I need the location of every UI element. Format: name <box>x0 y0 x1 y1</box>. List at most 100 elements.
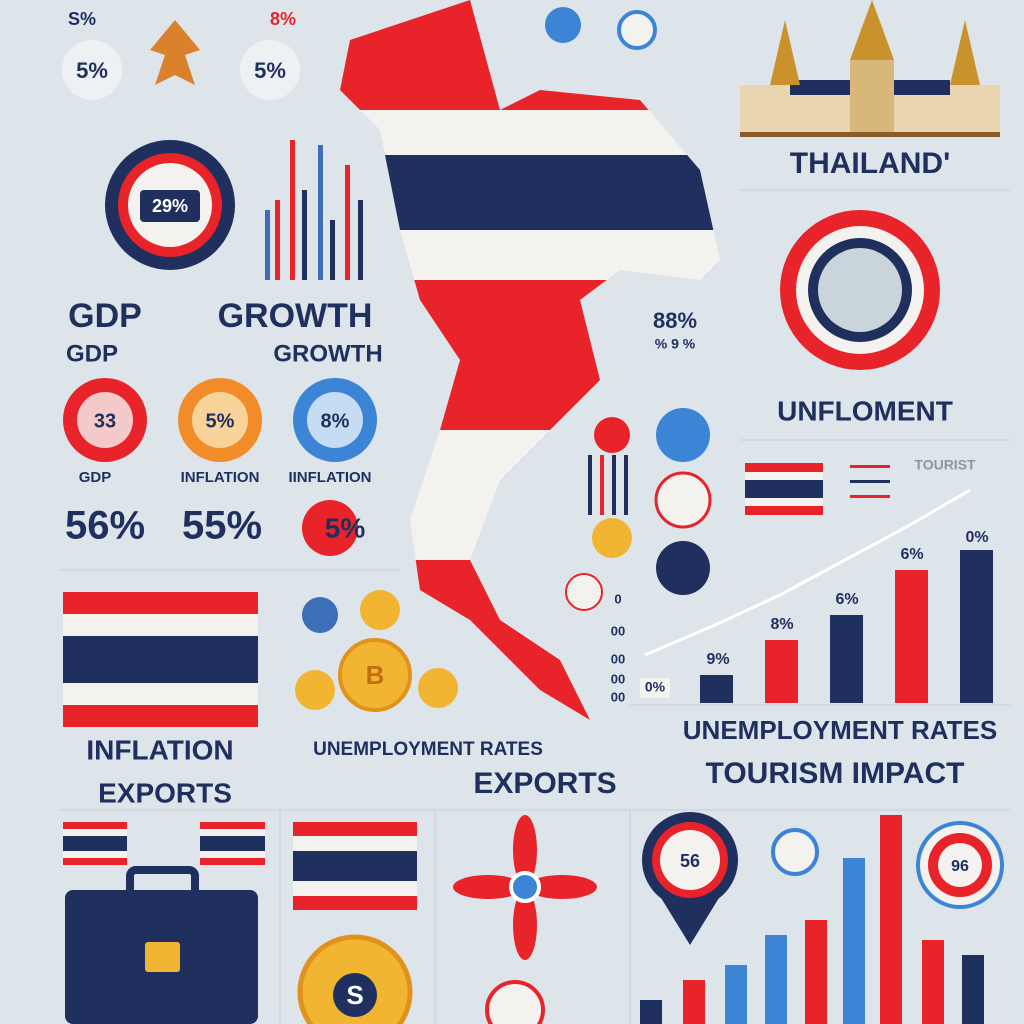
trend-chart <box>644 488 993 703</box>
coin <box>418 668 458 708</box>
flower <box>453 815 597 960</box>
indicator-big: 56% <box>65 504 145 548</box>
deco-bar <box>358 200 363 280</box>
badge-center <box>938 843 982 887</box>
coin-letter: S <box>346 980 363 1010</box>
growth-title: GROWTH <box>218 297 373 335</box>
deco-bar <box>330 220 335 280</box>
deco-bar <box>962 955 984 1024</box>
deco-bar <box>922 940 944 1024</box>
gdp-title: GDP <box>68 297 142 335</box>
trend-bar <box>765 640 798 703</box>
axis-label: 00 <box>611 671 625 686</box>
growth-subtitle: GROWTH <box>273 340 382 367</box>
axis-label: 00 <box>611 689 625 704</box>
mini-bar <box>588 455 592 515</box>
axis-label: 00 <box>611 651 625 666</box>
deco-bar <box>640 1000 662 1024</box>
briefcase <box>65 866 258 1024</box>
deco-bar <box>765 935 787 1024</box>
flower-center <box>509 871 541 903</box>
petal <box>513 890 537 960</box>
deco-bar <box>302 190 307 280</box>
petal <box>513 815 537 885</box>
icon-circle <box>594 417 630 453</box>
flag-stripe <box>200 836 265 851</box>
icon-circle <box>617 10 657 50</box>
bar-label: 8% <box>770 616 793 633</box>
gdp-subtitle: GDP <box>66 340 118 367</box>
garuda-emblem <box>150 20 200 85</box>
caption: UNEMPLOYMENT RATES <box>683 715 997 745</box>
trend-bar <box>960 550 993 703</box>
coin <box>360 590 400 630</box>
bar-label-box <box>640 678 670 698</box>
caption: INFLATION <box>86 734 233 765</box>
deco-bar <box>275 200 280 280</box>
map-stripe <box>340 110 720 155</box>
coin <box>295 670 335 710</box>
deco-bar <box>683 980 705 1024</box>
badge-text: 8% <box>270 9 296 29</box>
small-flag <box>745 463 823 515</box>
indicator-value: 5% <box>206 410 235 432</box>
trend-bar <box>895 570 928 703</box>
indicator-value: 8% <box>321 410 350 432</box>
indicator-label: IINFLATION <box>288 469 371 486</box>
badge-text: 5% <box>254 58 286 83</box>
petal <box>527 875 597 899</box>
deco-bar <box>843 858 865 1024</box>
legend-line <box>850 465 890 468</box>
rosette <box>485 980 545 1024</box>
indicator-big: 55% <box>182 504 262 548</box>
temple-spire <box>950 20 980 85</box>
deco-bar <box>265 210 270 280</box>
map-stripe <box>340 155 720 230</box>
badge-label: 96 <box>951 858 969 875</box>
mini-bars <box>588 455 628 515</box>
indicator-inner <box>192 392 248 448</box>
map-percent: 88% <box>653 308 697 333</box>
badge-text: 5% <box>76 58 108 83</box>
temple-spire <box>770 20 800 85</box>
badge-circle <box>240 40 300 100</box>
deco-bar <box>318 145 323 280</box>
flag <box>63 592 258 727</box>
indicator-value: 33 <box>94 410 116 432</box>
caption: UNEMPLOYMENT RATES <box>313 739 543 760</box>
deco-bar <box>345 165 350 280</box>
trend-bar <box>830 615 863 703</box>
mini-bar <box>600 455 604 515</box>
icon-circle <box>545 7 581 43</box>
bar-label: 0% <box>645 679 666 695</box>
temple-tower <box>850 60 894 135</box>
icon-circle <box>656 541 710 595</box>
map-stripe <box>340 280 720 430</box>
flag-stripe <box>293 851 417 881</box>
coin <box>338 638 412 712</box>
bar-label: 9% <box>706 651 729 668</box>
bar-label: 6% <box>835 591 858 608</box>
coin <box>302 597 338 633</box>
donut-label: 29% <box>152 196 188 216</box>
indicator-big: 5% <box>325 512 366 543</box>
legend-line <box>850 495 890 498</box>
temple-illustration <box>740 0 1000 137</box>
bar-label: 6% <box>900 546 923 563</box>
briefcase-clasp <box>145 942 180 972</box>
coin-center <box>333 973 377 1017</box>
mini-bar <box>624 455 628 515</box>
axis-label: 0 <box>614 591 621 606</box>
decorative-bars <box>265 140 363 280</box>
pin-label: 56 <box>680 851 700 871</box>
bottom-bars <box>640 815 984 1024</box>
coin-letter: B <box>366 660 385 690</box>
flag-stripe <box>745 480 823 498</box>
bottom-flags <box>63 822 417 910</box>
icon-circle <box>565 573 603 611</box>
badge-text: S% <box>68 9 96 29</box>
caption: TOURISM IMPACT <box>706 757 965 790</box>
